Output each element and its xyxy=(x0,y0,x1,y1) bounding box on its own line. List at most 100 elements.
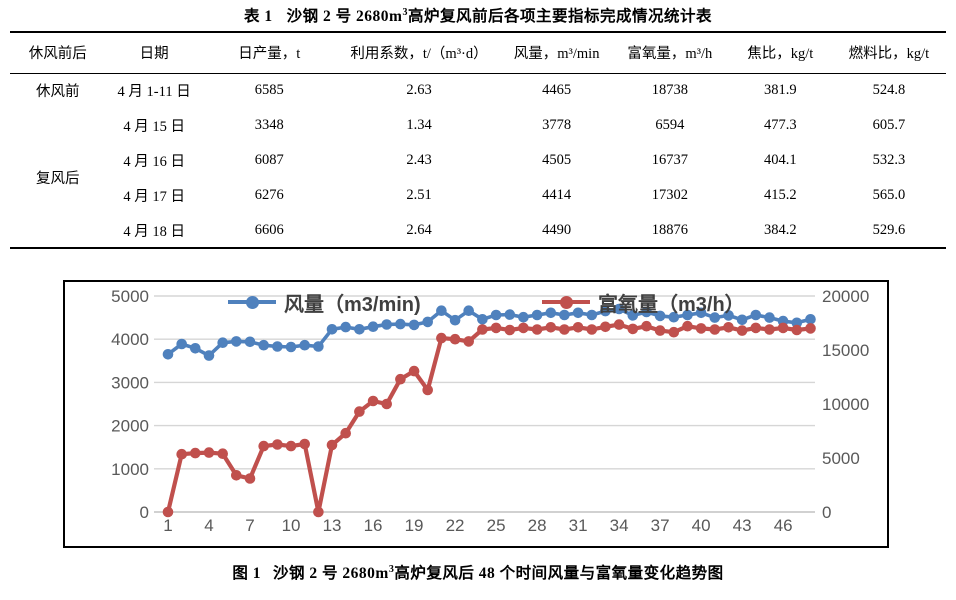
wind-data-point xyxy=(203,350,215,361)
value-cell: 381.9 xyxy=(763,82,797,99)
oxygen-legend-dot-icon xyxy=(560,295,573,309)
col-header-fuel-ratio: 燃料比，kg/t xyxy=(831,32,946,74)
value-cell: 3348 xyxy=(254,117,284,133)
right-axis-tick: 15000 xyxy=(822,341,869,360)
oxygen-data-point xyxy=(408,365,420,377)
value-cell: 532.3 xyxy=(872,152,906,168)
oxygen-data-point xyxy=(777,322,789,334)
value-cell: 2.43 xyxy=(406,152,432,168)
wind-legend-marker-icon xyxy=(228,295,276,309)
x-axis-tick: 28 xyxy=(528,516,547,535)
x-axis-tick: 31 xyxy=(569,516,588,535)
oxygen-data-point xyxy=(354,406,365,417)
col-header-oxygen: 富氧量，m³/h xyxy=(610,32,729,74)
value-cell: 17302 xyxy=(651,187,688,203)
table-row: 4 月 16 日 6087 2.43 4505 16737 404.1 532.… xyxy=(10,143,946,178)
wind-data-point xyxy=(613,303,625,315)
x-axis-tick: 7 xyxy=(245,516,254,535)
wind-data-point xyxy=(600,305,611,317)
wind-data-point xyxy=(354,324,365,335)
oxygen-data-point xyxy=(518,322,529,334)
oxygen-data-point xyxy=(559,324,570,335)
figure-caption: 图 1 沙钢 2 号 2680m3高炉复风后 48 个时间风量与富氧量变化趋势图 xyxy=(0,561,956,583)
oxygen-data-point xyxy=(217,448,228,459)
indicators-table: 休风前后 日期 日产量，t 利用系数，t/（m³·d） 风量，m³/min 富氧… xyxy=(10,31,946,249)
oxygen-data-point xyxy=(162,506,174,518)
oxygen-data-point xyxy=(381,398,393,410)
table-row: 休风前 4 月 1-11 日 6585 2.63 4465 18738 381.… xyxy=(10,73,946,108)
oxygen-data-point xyxy=(463,336,475,347)
oxygen-data-point xyxy=(176,448,187,460)
wind-data-point xyxy=(518,311,529,323)
oxygen-data-point xyxy=(572,322,584,333)
oxygen-data-point xyxy=(600,321,611,333)
wind-data-point xyxy=(695,307,707,319)
wind-data-point xyxy=(326,324,338,335)
wind-data-point xyxy=(258,339,269,351)
wind-data-point xyxy=(477,314,488,325)
oxygen-data-point xyxy=(736,325,748,336)
table-title-text: 沙钢 2 号 2680m xyxy=(286,8,403,25)
value-cell: 415.2 xyxy=(763,187,797,203)
table-title: 表 1 沙钢 2 号 2680m3高炉复风前后各项主要指标完成情况统计表 xyxy=(0,4,956,26)
figure-caption-label: 图 1 xyxy=(232,565,262,582)
legend-item-oxygen: 富氧量（m3/h） xyxy=(542,289,745,316)
value-cell: 384.2 xyxy=(763,221,797,238)
wind-data-point xyxy=(162,349,174,360)
wind-data-point xyxy=(408,319,420,331)
wind-data-point xyxy=(654,310,666,322)
wind-data-point xyxy=(641,306,652,318)
wind-data-point xyxy=(723,310,734,321)
oxygen-data-point xyxy=(682,320,693,332)
date-cell: 4 月 18 日 xyxy=(123,223,185,240)
date-cell: 4 月 17 日 xyxy=(123,189,185,205)
wind-legend-label: 风量（m3/min) xyxy=(284,293,421,316)
wind-data-point xyxy=(490,309,502,321)
table-title-label: 表 1 xyxy=(244,8,273,25)
right-axis-tick: 10000 xyxy=(822,395,869,414)
oxygen-data-point xyxy=(613,319,625,330)
x-axis-tick: 34 xyxy=(610,516,629,535)
value-cell: 404.1 xyxy=(763,152,797,168)
wind-data-point xyxy=(572,307,584,319)
oxygen-data-point xyxy=(791,324,803,336)
x-axis-tick: 40 xyxy=(692,516,711,535)
x-axis-tick: 37 xyxy=(651,516,670,535)
wind-data-point xyxy=(764,312,775,323)
wind-data-point xyxy=(367,321,379,332)
oxygen-data-point xyxy=(641,320,652,332)
oxygen-data-point xyxy=(654,325,666,336)
oxygen-data-point xyxy=(326,439,338,451)
x-axis-tick: 25 xyxy=(487,516,506,535)
value-cell: 2.51 xyxy=(406,187,432,203)
value-cell: 4490 xyxy=(542,221,572,238)
oxygen-data-point xyxy=(545,322,557,333)
value-cell: 16737 xyxy=(651,152,688,168)
x-axis-tick: 46 xyxy=(774,516,793,535)
table-row: 4 月 18 日 6606 2.64 4490 18876 384.2 529.… xyxy=(10,213,946,248)
wind-data-point xyxy=(272,341,283,352)
oxygen-data-point xyxy=(531,324,543,335)
value-cell: 6594 xyxy=(655,117,685,133)
wind-data-point xyxy=(559,309,570,321)
oxygen-data-point xyxy=(203,447,215,458)
table-header-row: 休风前后 日期 日产量，t 利用系数，t/（m³·d） 风量，m³/min 富氧… xyxy=(10,32,946,74)
oxygen-data-point xyxy=(190,447,201,459)
wind-data-point xyxy=(190,343,201,354)
oxygen-series-line xyxy=(165,322,811,515)
left-axis-tick: 2000 xyxy=(111,417,149,436)
value-cell: 6585 xyxy=(254,82,284,99)
right-axis-tick: 20000 xyxy=(822,287,869,306)
legend-item-wind: 风量（m3/min) xyxy=(228,289,421,316)
col-header-coke-ratio: 焦比，kg/t xyxy=(728,32,832,74)
x-axis-tick: 43 xyxy=(733,516,752,535)
oxygen-legend-label: 富氧量（m3/h） xyxy=(598,293,745,316)
col-header-period: 休风前后 xyxy=(10,32,106,74)
oxygen-data-point xyxy=(709,324,721,335)
wind-data-point xyxy=(449,314,461,326)
oxygen-data-point xyxy=(750,322,762,334)
wind-data-point xyxy=(176,338,187,350)
oxygen-data-point xyxy=(340,427,352,439)
date-cell: 4 月 16 日 xyxy=(123,154,185,170)
right-axis-tick: 0 xyxy=(822,503,831,522)
